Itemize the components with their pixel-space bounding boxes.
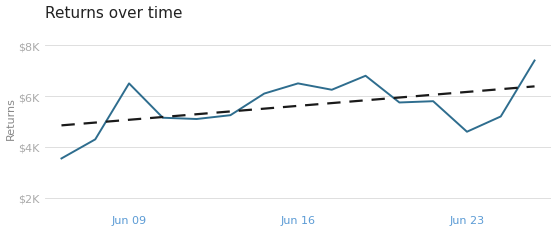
Text: Returns over time: Returns over time xyxy=(45,6,182,21)
Y-axis label: Returns: Returns xyxy=(6,97,16,140)
